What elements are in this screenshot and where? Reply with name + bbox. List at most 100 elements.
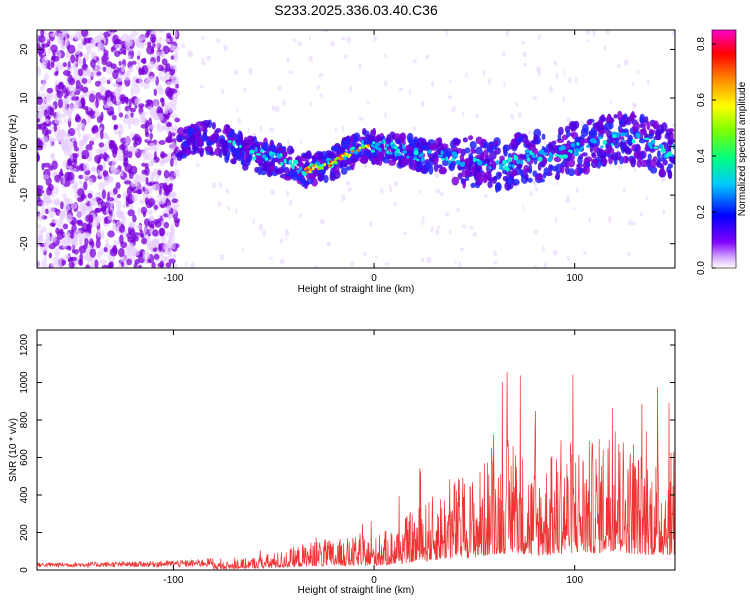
ridge-blob xyxy=(441,159,450,167)
ridge-blob xyxy=(200,125,208,132)
noise-blob xyxy=(100,111,104,122)
noise-blob xyxy=(469,225,474,230)
noise-blob xyxy=(82,105,89,110)
ridge-blob xyxy=(209,134,218,143)
ridge-peak-blob xyxy=(367,144,371,148)
noise-blob xyxy=(475,114,479,119)
noise-blob xyxy=(211,181,217,189)
noise-blob xyxy=(98,142,105,148)
noise-blob xyxy=(55,84,60,93)
ridge-blob xyxy=(489,150,497,160)
ridge-core-blob xyxy=(498,166,504,170)
noise-blob xyxy=(74,48,81,55)
colorbar: 0.0 0.2 0.4 0.6 0.8 Normalized spectral ampl… xyxy=(696,29,748,275)
noise-blob xyxy=(163,109,169,115)
noise-blob xyxy=(164,186,171,196)
noise-blob xyxy=(98,83,104,94)
noise-blob xyxy=(173,169,180,178)
noise-blob xyxy=(343,54,348,59)
noise-blob xyxy=(575,187,579,194)
noise-blob xyxy=(129,229,136,236)
ridge-core-blob xyxy=(472,157,477,163)
noise-blob xyxy=(46,236,52,246)
noise-blob xyxy=(425,54,430,60)
noise-blob xyxy=(383,112,388,119)
noise-blob xyxy=(155,61,159,71)
noise-blob xyxy=(80,30,89,38)
ridge-core-blob xyxy=(558,154,564,159)
ridge-peak-blob xyxy=(306,170,309,174)
noise-blob xyxy=(402,231,407,236)
noise-blob xyxy=(168,130,172,139)
ridge-blob xyxy=(621,144,625,154)
noise-blob xyxy=(247,127,251,133)
ridge-blob xyxy=(604,121,612,132)
noise-blob xyxy=(149,171,155,181)
ridge-blob xyxy=(657,157,665,162)
ridge-blob xyxy=(302,154,309,159)
noise-blob xyxy=(100,129,104,140)
ridge-blob xyxy=(499,155,505,162)
ridge-blob xyxy=(292,171,299,178)
y-tick-label: 0 xyxy=(19,143,30,149)
noise-blob xyxy=(37,139,42,148)
noise-blob xyxy=(37,117,41,123)
noise-blob xyxy=(148,142,157,152)
noise-blob xyxy=(384,261,390,266)
noise-blob xyxy=(140,206,148,215)
noise-blob xyxy=(48,252,53,259)
ridge-core-blob xyxy=(396,148,400,154)
noise-blob xyxy=(102,134,109,139)
noise-blob xyxy=(95,148,104,155)
ridge-core-blob xyxy=(428,149,432,154)
ridge-peak-blob xyxy=(329,163,333,167)
ridge-blob xyxy=(438,167,447,175)
noise-blob xyxy=(143,146,150,152)
noise-blob xyxy=(543,140,547,145)
noise-blob xyxy=(43,194,52,203)
noise-blob xyxy=(132,214,137,223)
noise-blob xyxy=(165,231,173,238)
noise-blob xyxy=(610,99,613,106)
ridge-core-blob xyxy=(420,152,424,157)
noise-blob xyxy=(636,118,640,123)
ridge-core-blob xyxy=(558,146,563,151)
noise-blob xyxy=(383,80,388,87)
noise-blob xyxy=(380,187,384,194)
ridge-core-blob xyxy=(438,154,443,158)
noise-blob xyxy=(349,260,355,267)
noise-blob xyxy=(122,216,126,225)
noise-blob xyxy=(163,221,170,229)
noise-blob xyxy=(125,250,133,256)
ridge-blob xyxy=(598,129,605,135)
noise-blob xyxy=(152,108,157,114)
noise-blob xyxy=(37,35,46,43)
noise-blob xyxy=(369,220,373,227)
ridge-blob xyxy=(340,167,348,175)
noise-blob xyxy=(174,117,181,123)
ridge-blob xyxy=(475,146,483,155)
noise-blob xyxy=(142,250,151,261)
noise-blob xyxy=(103,180,110,186)
ridge-blob xyxy=(656,150,661,159)
noise-blob xyxy=(190,262,196,268)
noise-blob xyxy=(62,223,69,230)
ridge-core-blob xyxy=(255,153,262,156)
noise-blob xyxy=(102,170,109,177)
ridge-blob xyxy=(464,147,471,154)
ridge-blob xyxy=(332,165,340,174)
ridge-blob xyxy=(584,156,593,163)
noise-blob xyxy=(426,256,432,264)
noise-blob xyxy=(108,142,114,150)
ridge-blob xyxy=(245,149,250,159)
noise-blob xyxy=(105,237,109,248)
ridge-blob xyxy=(338,146,346,153)
noise-blob xyxy=(40,260,46,268)
noise-blob xyxy=(563,70,566,76)
noise-blob xyxy=(111,114,117,121)
noise-blob xyxy=(527,130,533,136)
noise-blob xyxy=(164,256,168,262)
noise-blob xyxy=(152,229,159,237)
ridge-core-blob xyxy=(249,149,255,154)
